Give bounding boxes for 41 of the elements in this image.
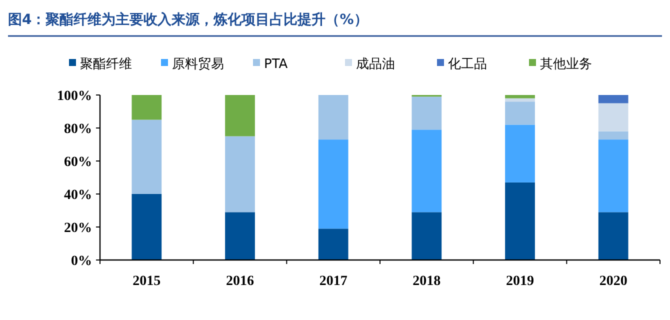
bar [132,95,162,120]
bar [505,124,535,182]
legend-label: 其他业务 [540,57,592,72]
bar [598,103,628,132]
bar [505,98,535,102]
legend-label: PTA [264,57,288,72]
legend-label: 化工品 [448,57,487,72]
x-tick-label: 2018 [412,274,441,289]
bar [225,136,255,212]
y-tick-label: 80% [64,122,92,137]
bar [505,102,535,125]
bar [225,95,255,136]
bar [412,130,442,212]
x-tick-label: 2015 [132,274,161,289]
bar [505,182,535,260]
bar [318,228,348,260]
x-tick-label: 2020 [599,274,628,289]
y-tick-label: 60% [64,155,92,170]
bar [318,140,348,229]
y-tick-label: 40% [64,188,92,203]
bar [505,95,535,98]
bar [225,212,255,260]
bar [412,212,442,260]
bar [318,95,348,140]
legend-label: 原料贸易 [172,57,224,72]
legend-label: 聚酯纤维 [80,57,132,72]
y-tick-label: 100% [57,89,92,104]
x-tick-label: 2016 [226,274,254,289]
bar [598,131,628,140]
bar [412,96,442,130]
chart-title: 图4：聚酯纤维为主要收入来源，炼化项目占比提升（%） [8,11,368,28]
x-tick-label: 2019 [506,274,534,289]
bar [132,120,162,194]
x-tick-label: 2017 [319,274,348,289]
bar [598,95,628,104]
legend-label: 成品油 [356,57,395,72]
bar [598,140,628,212]
bar [598,212,628,260]
y-tick-label: 0% [71,254,92,269]
bar [132,194,162,260]
y-tick-label: 20% [64,221,92,236]
